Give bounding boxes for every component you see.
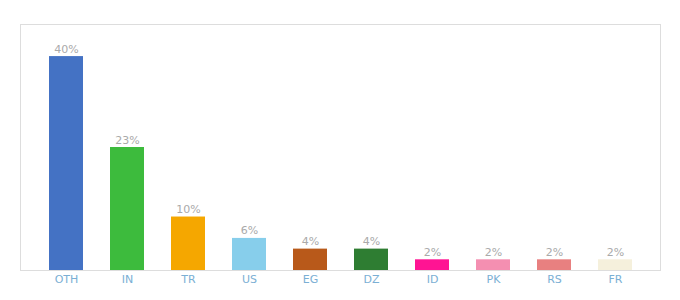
svg-text:2%: 2% xyxy=(607,246,624,259)
svg-text:TR: TR xyxy=(180,273,196,286)
svg-text:40%: 40% xyxy=(54,43,78,56)
svg-text:6%: 6% xyxy=(241,224,258,237)
svg-text:IN: IN xyxy=(122,273,133,286)
svg-text:10%: 10% xyxy=(176,203,200,216)
svg-text:US: US xyxy=(242,273,257,286)
svg-text:ID: ID xyxy=(427,273,439,286)
svg-text:2%: 2% xyxy=(485,246,502,259)
svg-text:23%: 23% xyxy=(115,134,139,147)
svg-text:2%: 2% xyxy=(424,246,441,259)
svg-text:4%: 4% xyxy=(302,235,319,248)
svg-text:DZ: DZ xyxy=(363,273,379,286)
svg-text:PK: PK xyxy=(487,273,502,286)
svg-text:4%: 4% xyxy=(363,235,380,248)
svg-text:FR: FR xyxy=(609,273,623,286)
svg-text:OTH: OTH xyxy=(55,273,79,286)
svg-text:EG: EG xyxy=(303,273,318,286)
svg-text:2%: 2% xyxy=(546,246,563,259)
svg-text:RS: RS xyxy=(547,273,562,286)
